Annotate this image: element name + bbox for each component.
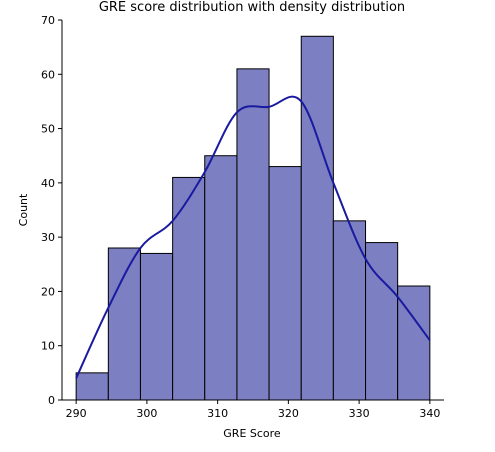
x-axis-label: GRE Score: [223, 427, 281, 440]
y-tick-label: 40: [41, 177, 55, 190]
y-tick-label: 10: [41, 340, 55, 353]
y-tick-label: 20: [41, 285, 55, 298]
histogram-bar: [107, 247, 141, 401]
histogram-bar: [300, 35, 334, 401]
histogram-bar: [365, 242, 399, 401]
histogram-bar: [139, 252, 174, 401]
y-axis-label: Count: [17, 193, 30, 226]
histogram-bar: [204, 155, 238, 401]
histogram-bar: [268, 166, 302, 401]
y-tick-label: 30: [41, 231, 55, 244]
x-tick-label: 290: [66, 407, 87, 420]
histogram-bar: [332, 220, 367, 401]
chart-title: GRE score distribution with density dist…: [99, 0, 405, 15]
y-tick-label: 0: [48, 394, 55, 407]
x-tick-label: 330: [349, 407, 370, 420]
x-tick-label: 310: [207, 407, 228, 420]
density-curve: [75, 95, 431, 379]
histogram-bar: [236, 68, 270, 401]
histogram-bars: [75, 35, 431, 401]
histogram-bar: [172, 176, 206, 401]
x-tick-label: 300: [136, 407, 157, 420]
x-tick-label: 340: [419, 407, 440, 420]
y-tick-label: 60: [41, 68, 55, 81]
histogram-bar: [75, 372, 109, 401]
x-tick-label: 320: [278, 407, 299, 420]
axes: 0 10 20 30 40 50 60 70 290 300 310 320 330 340: [41, 14, 444, 420]
y-tick-label: 50: [41, 123, 55, 136]
y-tick-label: 70: [41, 14, 55, 27]
